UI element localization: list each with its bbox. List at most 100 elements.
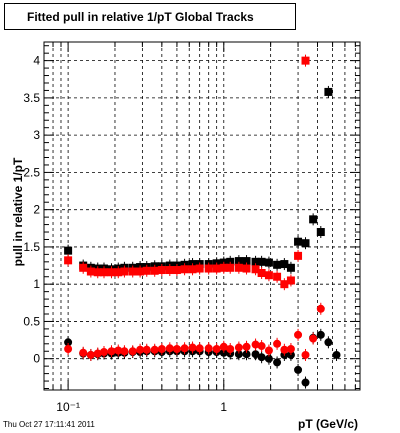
y-tick-label: 4 — [33, 54, 40, 68]
red-circle-point — [195, 344, 204, 353]
red-square-point — [264, 271, 273, 280]
black-square-point — [264, 258, 273, 267]
red-circle-point — [204, 344, 213, 353]
red-circle-point — [273, 339, 282, 348]
red-circle-point — [226, 345, 235, 354]
timestamp: Thu Oct 27 17:11:41 2011 — [3, 420, 95, 429]
red-square-point — [257, 269, 266, 278]
data-points-group — [64, 54, 341, 389]
red-circle-point — [251, 340, 260, 349]
red-square-point — [180, 265, 189, 274]
red-square-point — [294, 251, 303, 260]
black-circle-point — [324, 338, 333, 347]
red-circle-point — [188, 343, 197, 352]
red-circle-point — [219, 342, 228, 351]
red-circle-point — [234, 343, 243, 352]
black-circle-point — [332, 350, 341, 359]
black-square-point — [301, 239, 310, 248]
black-square-point — [280, 260, 289, 269]
red-square-point — [188, 265, 197, 274]
x-tick-label: 1 — [220, 400, 227, 414]
red-circle-point — [107, 347, 116, 356]
red-square-point — [142, 266, 151, 275]
y-axis-label: pull in relative 1/pT — [11, 157, 25, 266]
y-tick-label: 2.5 — [23, 165, 40, 179]
red-square-point — [219, 263, 228, 272]
red-square-point — [242, 264, 251, 273]
black-circle-point — [234, 350, 243, 359]
red-circle-point — [301, 350, 310, 359]
y-tick-label: 3.5 — [23, 91, 40, 105]
black-square-point — [234, 257, 243, 266]
red-square-point — [120, 267, 129, 276]
red-circle-point — [99, 347, 108, 356]
red-square-point — [150, 266, 159, 275]
red-circle-point — [165, 344, 174, 353]
red-square-point — [195, 264, 204, 273]
y-tick-label: 0 — [33, 352, 40, 366]
black-circle-point — [294, 365, 303, 374]
red-square-point — [136, 267, 145, 276]
axes-layer: 10⁻¹ 1 0 0.5 1 1.5 2 2.5 3 3.5 4 — [23, 41, 361, 414]
red-square-point — [273, 272, 282, 281]
black-square-point — [273, 260, 282, 269]
y-tick-label: 0.5 — [23, 314, 40, 328]
red-circle-point — [120, 347, 129, 356]
red-circle-point — [316, 304, 325, 313]
black-circle-point — [316, 330, 325, 339]
y-tick-label: 3 — [33, 128, 40, 142]
black-circle-point — [251, 350, 260, 359]
red-square-point — [251, 265, 260, 274]
grid-layer — [43, 42, 360, 390]
red-circle-point — [157, 345, 166, 354]
red-circle-point — [264, 346, 273, 355]
red-square-point — [79, 263, 88, 272]
black-square-point — [309, 215, 318, 224]
black-circle-point — [257, 353, 266, 362]
plot-frame — [43, 41, 361, 391]
x-tick-label: 10⁻¹ — [56, 400, 80, 414]
red-square-point — [93, 268, 102, 277]
red-square-point — [212, 264, 221, 273]
black-square-point — [316, 228, 325, 237]
black-square-point — [286, 263, 295, 272]
black-circle-point — [242, 350, 251, 359]
red-circle-point — [242, 342, 251, 351]
red-circle-point — [79, 348, 88, 357]
red-circle-point — [128, 347, 137, 356]
red-square-point — [165, 266, 174, 275]
red-circle-point — [86, 350, 95, 359]
red-square-point — [128, 267, 137, 276]
black-square-point — [294, 237, 303, 246]
red-circle-point — [136, 345, 145, 354]
black-square-point — [242, 257, 251, 266]
red-square-point — [234, 263, 243, 272]
black-circle-point — [301, 378, 310, 387]
red-square-point — [172, 266, 181, 275]
red-circle-point — [180, 344, 189, 353]
black-square-point — [257, 257, 266, 266]
red-square-point — [226, 263, 235, 272]
chart-title: Fitted pull in relative 1/pT Global Trac… — [4, 3, 296, 30]
red-circle-point — [93, 349, 102, 358]
red-circle-point — [294, 330, 303, 339]
red-circle-point — [286, 345, 295, 354]
red-circle-point — [280, 345, 289, 354]
red-circle-point — [212, 345, 221, 354]
red-square-point — [107, 268, 116, 277]
black-circle-point — [273, 358, 282, 367]
red-circle-point — [257, 342, 266, 351]
red-circle-point — [114, 346, 123, 355]
y-tick-label: 2 — [33, 203, 40, 217]
x-axis-label: pT (GeV/c) — [298, 417, 358, 431]
red-square-point — [204, 264, 213, 273]
red-circle-point — [64, 345, 73, 354]
black-circle-point — [64, 338, 73, 347]
black-square-point — [324, 87, 333, 96]
y-tick-label: 1 — [33, 277, 40, 291]
red-square-point — [114, 268, 123, 277]
red-square-point — [301, 56, 310, 65]
red-circle-point — [309, 334, 318, 343]
black-square-point — [251, 257, 260, 266]
y-tick-label: 1.5 — [23, 240, 40, 254]
